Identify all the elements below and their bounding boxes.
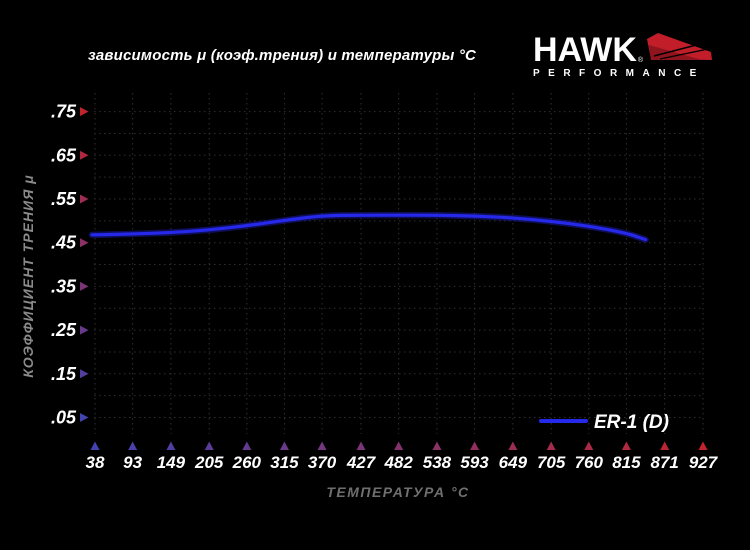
x-tick-arrow-icon	[432, 441, 442, 450]
x-tick-label: 260	[232, 453, 262, 472]
x-tick-label: 927	[689, 453, 719, 472]
y-tick-label: .05	[51, 408, 77, 428]
y-tick-arrow-icon	[80, 281, 89, 291]
y-tick-label: .15	[51, 364, 77, 384]
x-tick-arrow-icon	[90, 441, 100, 450]
registered-trademark-icon: ®	[637, 57, 644, 64]
y-tick-arrow-icon	[80, 369, 89, 379]
x-tick-label: 538	[423, 453, 452, 472]
x-tick-label: 760	[575, 453, 604, 472]
x-tick-arrow-icon	[394, 441, 404, 450]
x-tick-arrow-icon	[317, 441, 327, 450]
x-tick-label: 205	[194, 453, 224, 472]
x-tick-arrow-icon	[508, 441, 518, 450]
y-tick-label: .25	[51, 320, 77, 340]
x-tick-arrow-icon	[204, 441, 214, 450]
legend-series-label: ER-1 (D)	[594, 412, 669, 433]
y-tick-label: .45	[51, 233, 77, 253]
y-tick-arrow-icon	[80, 150, 89, 160]
hawk-logo: HAWK ® PERFORMANCE	[533, 29, 715, 79]
data-curve	[88, 211, 649, 243]
y-tick-label: .65	[51, 145, 77, 165]
x-tick-label: 427	[346, 453, 377, 472]
series-curve-glow	[88, 211, 649, 243]
y-tick-arrow-icon	[80, 413, 89, 422]
y-tick-arrow-icon	[80, 194, 89, 204]
logo-brand-text: HAWK	[533, 31, 637, 69]
x-tick-label: 649	[499, 453, 528, 472]
x-tick-arrow-icon	[546, 441, 556, 450]
x-tick-label: 482	[383, 453, 413, 472]
x-tick-arrow-icon	[279, 441, 289, 450]
y-tick-label: .75	[51, 102, 77, 122]
y-tick-arrow-icon	[80, 238, 89, 248]
x-tick-arrow-icon	[128, 441, 138, 450]
hawk-wing-icon	[647, 33, 713, 60]
x-tick-arrow-icon	[660, 441, 670, 450]
x-axis-title: ТЕМПЕРАТУРА °C	[326, 484, 470, 500]
x-tick-label: 93	[123, 453, 142, 472]
x-tick-arrow-icon	[242, 441, 252, 450]
x-tick-arrow-icon	[621, 441, 631, 450]
x-tick-label: 705	[537, 453, 566, 472]
x-tick-label: 38	[86, 453, 105, 472]
series-curve	[90, 213, 648, 242]
tick-marks: 38 93 149 205 260 315 370 427 482 538 593 649 705 760…	[51, 102, 719, 472]
x-tick-label: 370	[308, 453, 337, 472]
x-tick-label: 871	[651, 453, 679, 472]
logo-wordmark-row: HAWK ®	[533, 29, 715, 69]
legend: ER-1 (D)	[539, 412, 669, 433]
logo-subtitle-text: PERFORMANCE	[533, 68, 705, 79]
chart-title: зависимость μ (коэф.трения) и температур…	[88, 47, 477, 64]
x-tick-arrow-icon	[166, 441, 176, 450]
y-tick-arrow-icon	[80, 325, 89, 335]
x-tick-label: 315	[270, 453, 299, 472]
x-tick-label: 593	[460, 453, 489, 472]
grid-lines	[94, 93, 704, 434]
x-tick-arrow-icon	[584, 441, 594, 450]
x-tick-arrow-icon	[356, 441, 366, 450]
x-tick-arrow-icon	[470, 441, 480, 450]
y-tick-label: .55	[51, 189, 77, 209]
y-tick-arrow-icon	[80, 107, 89, 117]
x-tick-arrow-icon	[698, 441, 708, 450]
y-tick-label: .35	[51, 276, 77, 296]
x-tick-label: 149	[157, 453, 186, 472]
x-tick-label: 815	[612, 453, 641, 472]
